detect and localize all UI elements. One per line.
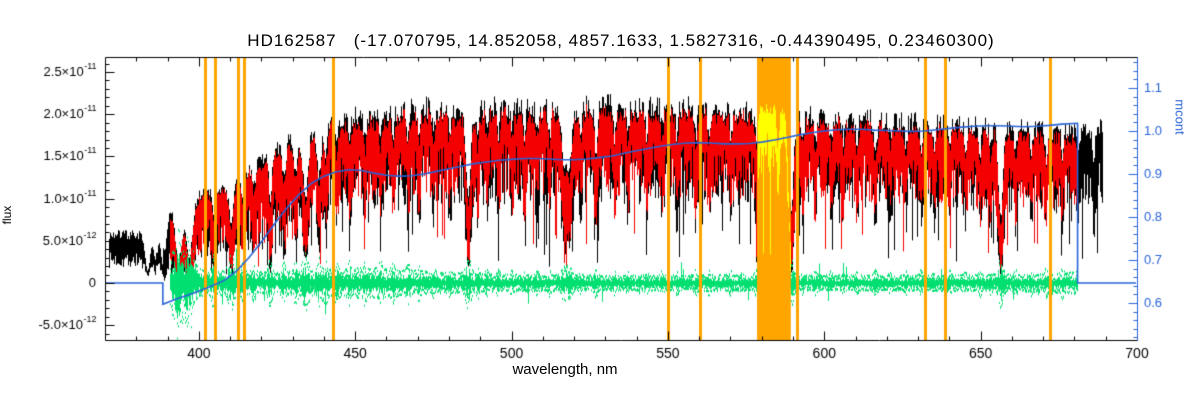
- plot-title: HD162587 (-17.070795, 14.852058, 4857.16…: [247, 31, 995, 50]
- y-axis-label-right: mcont: [1172, 99, 1188, 135]
- y-axis-label-left: flux: [0, 205, 14, 225]
- x-axis-label: wavelength, nm: [512, 361, 618, 378]
